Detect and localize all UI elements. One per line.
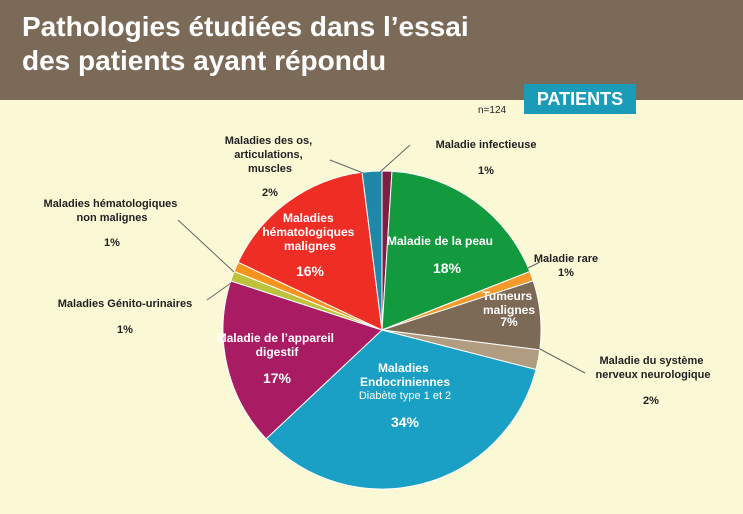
pie-slice-1 bbox=[381, 170, 531, 331]
page-title: Pathologies étudiées dans l’essai des pa… bbox=[22, 10, 722, 78]
label-rare-value: 1% bbox=[558, 267, 574, 279]
label-hemato-malignes-name: Maladies hématologiques malignes bbox=[262, 211, 357, 253]
label-hemato-malignes-value: 16% bbox=[296, 263, 325, 279]
label-genito-value: 1% bbox=[117, 324, 133, 336]
leader-os bbox=[329, 159, 364, 174]
leader-infectieuse bbox=[379, 144, 411, 173]
leader-genito bbox=[206, 282, 232, 301]
label-peau-name: Maladie de la peau bbox=[387, 234, 493, 248]
label-genito-name: Maladies Génito-urinaires bbox=[58, 298, 192, 310]
leader-rare bbox=[527, 261, 541, 269]
leader-nerveux bbox=[537, 347, 586, 374]
pie-slice-6 bbox=[222, 280, 383, 440]
label-endocrin-sublabel: Diabète type 1 et 2 bbox=[359, 390, 451, 402]
label-peau-value: 18% bbox=[433, 260, 462, 276]
label-tumeurs-name: Tumeurs malignes bbox=[482, 289, 535, 317]
leader-hemato-non-malignes bbox=[177, 219, 235, 273]
leader-lines bbox=[177, 144, 586, 374]
label-digestif-name: Maladie de l’appareil digestif bbox=[217, 331, 338, 359]
label-rare-name: Maladie rare bbox=[534, 253, 598, 265]
label-tumeurs-value: 7% bbox=[500, 315, 518, 329]
label-nerveux-value: 2% bbox=[643, 395, 659, 407]
pie-slice-9 bbox=[237, 171, 383, 331]
pie-slices bbox=[222, 170, 542, 490]
label-hemato-non-malignes-value: 1% bbox=[104, 237, 120, 249]
title-line-1: Pathologies étudiées dans l’essai bbox=[22, 11, 469, 42]
label-nerveux-name: Maladie du système nerveux neurologique bbox=[596, 355, 711, 381]
label-os-name: Maladies des os, articulations, muscles bbox=[225, 135, 316, 175]
patients-badge: PATIENTS bbox=[524, 84, 636, 114]
label-endocrin-name: Maladies Endocriniennes bbox=[360, 361, 450, 389]
title-line-2: des patients ayant répondu bbox=[22, 45, 387, 76]
sample-size: n=124 bbox=[478, 105, 507, 116]
label-os-value: 2% bbox=[262, 187, 278, 199]
label-endocrin-value: 34% bbox=[391, 414, 420, 430]
label-hemato-non-malignes-name: Maladies hématologiques non malignes bbox=[44, 198, 181, 224]
label-digestif-value: 17% bbox=[263, 370, 292, 386]
label-infectieuse-value: 1% bbox=[478, 165, 494, 177]
header-banner: Pathologies étudiées dans l’essai des pa… bbox=[0, 0, 743, 100]
label-infectieuse-name: Maladie infectieuse bbox=[436, 139, 537, 151]
pie-slice-5 bbox=[265, 329, 537, 490]
